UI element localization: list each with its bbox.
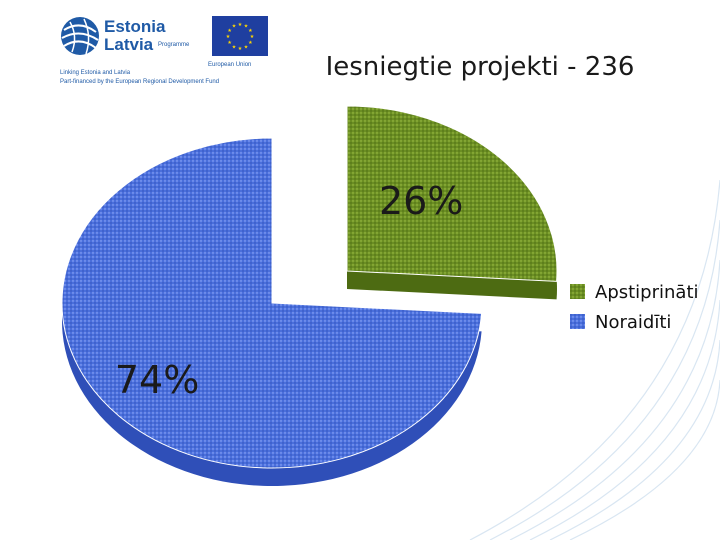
tagline-2: Part-financed by the European Regional D… — [60, 79, 219, 85]
eu-label: European Union — [208, 62, 251, 68]
legend-swatch-0 — [570, 284, 585, 299]
slice-label-1: 74% — [115, 358, 199, 402]
pie-slice-Apstiprināti[interactable] — [346, 105, 558, 282]
eu-star: ★ — [238, 46, 243, 52]
programme-name-1: Estonia — [104, 17, 166, 36]
background-swooshes — [469, 179, 720, 540]
eu-star: ★ — [244, 24, 249, 30]
slice-label-0: 26% — [379, 179, 463, 223]
eu-star: ★ — [248, 28, 253, 34]
legend-label-0: Apstiprināti — [595, 282, 699, 303]
legend-label-1: Noraidīti — [595, 312, 671, 333]
eu-star: ★ — [250, 34, 255, 40]
logo-graphic: Estonia Latvia Programme ★★★★★★★★★ ★ ★★ Eu… — [60, 16, 268, 85]
globe-icon — [61, 17, 99, 55]
eu-star: ★ — [227, 28, 232, 34]
programme-name-2: Latvia — [104, 35, 154, 54]
eu-flag-icon: ★★★★★★★★★ ★ ★★ — [212, 16, 268, 56]
programme-logo: Estonia Latvia Programme ★ ★ ★ ★ ★ ★ ★ ★ ★ ★ ★ ★ Eu… — [58, 14, 273, 90]
eu-star: ★ — [227, 40, 232, 46]
pie-slice-Noraidīti[interactable] — [61, 137, 483, 469]
eu-star: ★ — [244, 44, 249, 50]
eu-star: ★ — [226, 34, 231, 40]
eu-star: ★ — [232, 44, 237, 50]
chart-title: Iesniegtie projekti - 236 — [325, 52, 635, 82]
eu-star: ★ — [232, 24, 237, 30]
tagline-1: Linking Estonia and Latvia — [60, 70, 131, 76]
legend-swatch-1 — [570, 314, 585, 329]
eu-star: ★ — [238, 22, 243, 28]
programme-suffix: Programme — [158, 42, 190, 48]
eu-star: ★ — [248, 40, 253, 46]
